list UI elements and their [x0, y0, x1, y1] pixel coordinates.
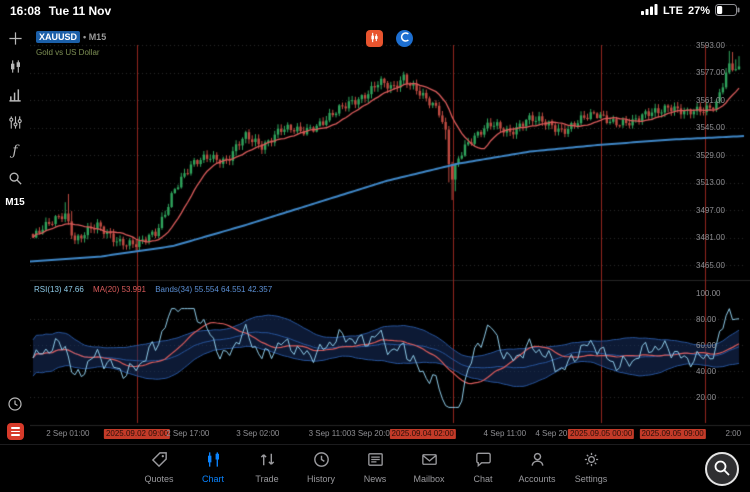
mailbox-icon	[420, 450, 439, 472]
chat-icon	[474, 450, 493, 472]
floating-buttons	[366, 30, 413, 47]
battery-percent: 27%	[687, 5, 710, 17]
symbol-name[interactable]: XAUUSD	[36, 31, 81, 43]
status-date: Tue 11 Nov	[48, 4, 112, 18]
rsi-bands-value: Bands(34) 55.554 64.551 42.357	[155, 285, 273, 294]
timeframe-button[interactable]: M15	[5, 194, 24, 211]
magnifier-tool-button[interactable]	[1, 166, 29, 191]
nav-chart[interactable]: Chart	[190, 450, 236, 492]
chart-icon	[204, 450, 223, 472]
nav-trade[interactable]: Trade	[244, 450, 290, 492]
network-type: LTE	[663, 5, 683, 17]
nav-accounts[interactable]: Accounts	[514, 450, 560, 492]
symbol-header: XAUUSD • M15 Gold vs US Dollar	[36, 27, 106, 57]
rsi-value: RSI(13) 47.66	[34, 285, 84, 294]
magnifier-fab-icon	[713, 459, 731, 480]
magnifier-button[interactable]	[705, 452, 739, 486]
rsi-ma-value: MA(20) 53.991	[93, 285, 146, 294]
bottom-nav: Quotes Chart Trade History News Mailbox …	[0, 444, 750, 492]
crescent-icon	[399, 31, 411, 46]
symbol-timeframe: • M15	[83, 32, 107, 42]
left-toolbar: ƒ M15	[0, 22, 30, 444]
crosshair-button[interactable]	[1, 26, 29, 51]
candlestick-icon	[369, 31, 380, 46]
chart-type-button[interactable]	[1, 54, 29, 79]
function-button[interactable]: ƒ	[1, 138, 29, 163]
calendar-icon	[6, 423, 24, 440]
price-chart-canvas[interactable]	[30, 22, 750, 444]
trade-icon	[258, 450, 277, 472]
function-icon: ƒ	[12, 142, 18, 159]
symbol-description: Gold vs US Dollar	[36, 48, 100, 57]
nav-chat[interactable]: Chat	[460, 450, 506, 492]
chart-area[interactable]: XAUUSD • M15 Gold vs US Dollar RSI(13) 47…	[30, 22, 750, 444]
indicators-button[interactable]	[1, 82, 29, 107]
magnifier-icon	[8, 171, 23, 186]
battery-icon	[715, 3, 740, 19]
objects-button[interactable]	[1, 110, 29, 135]
sliders-icon	[8, 115, 23, 130]
clock-button[interactable]	[1, 391, 29, 416]
nav-quotes[interactable]: Quotes	[136, 450, 182, 492]
status-bar: 16:08 Tue 11 Nov LTE 27%	[0, 0, 750, 22]
nav-mailbox[interactable]: Mailbox	[406, 450, 452, 492]
quick-compass-button[interactable]	[396, 30, 413, 47]
quotes-icon	[150, 450, 169, 472]
history-icon	[312, 450, 331, 472]
nav-history[interactable]: History	[298, 450, 344, 492]
settings-gear-icon	[582, 450, 601, 472]
news-icon	[366, 450, 385, 472]
status-time: 16:08	[10, 4, 41, 18]
nav-news[interactable]: News	[352, 450, 398, 492]
cellular-signal-icon	[641, 4, 658, 18]
accounts-icon	[528, 450, 547, 472]
quick-chart-button[interactable]	[366, 30, 383, 47]
indicators-icon	[8, 87, 23, 102]
calendar-button[interactable]	[1, 419, 29, 444]
candlestick-chart-icon	[8, 59, 23, 74]
crosshair-icon	[8, 31, 23, 46]
indicator-label: RSI(13) 47.66 MA(20) 53.991 Bands(34) 55…	[34, 285, 279, 294]
nav-settings[interactable]: Settings	[568, 450, 614, 492]
clock-icon	[7, 396, 23, 412]
